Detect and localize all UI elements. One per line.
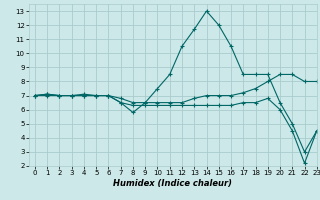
X-axis label: Humidex (Indice chaleur): Humidex (Indice chaleur) [113,179,232,188]
